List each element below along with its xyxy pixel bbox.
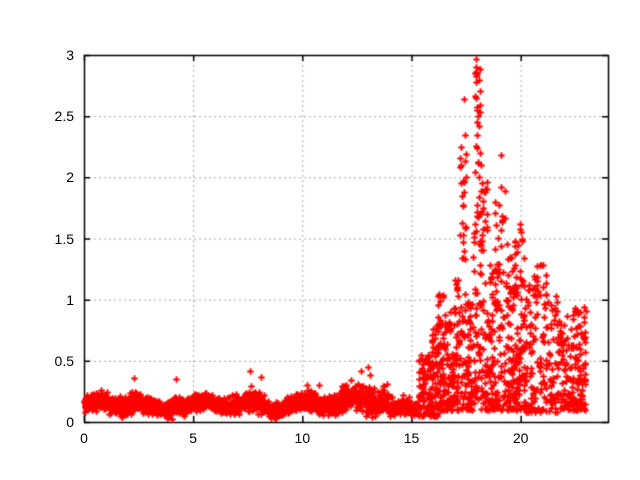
y-tick-label: 2.5	[54, 108, 74, 125]
y-tick-label: 0.5	[54, 352, 74, 369]
x-tick-label: 5	[189, 430, 198, 446]
x-tick-label: 20	[512, 430, 529, 446]
x-tick-label: 0	[80, 430, 88, 446]
x-tick-label: 10	[294, 430, 311, 446]
y-tick-label: 1	[66, 291, 74, 308]
y-tick-label: 3	[66, 47, 74, 63]
y-tick-label: 1.5	[54, 230, 74, 247]
x-tick-label: 15	[403, 430, 420, 446]
y-tick-label: 2	[66, 169, 74, 186]
y-tick-label: 0	[66, 414, 74, 430]
